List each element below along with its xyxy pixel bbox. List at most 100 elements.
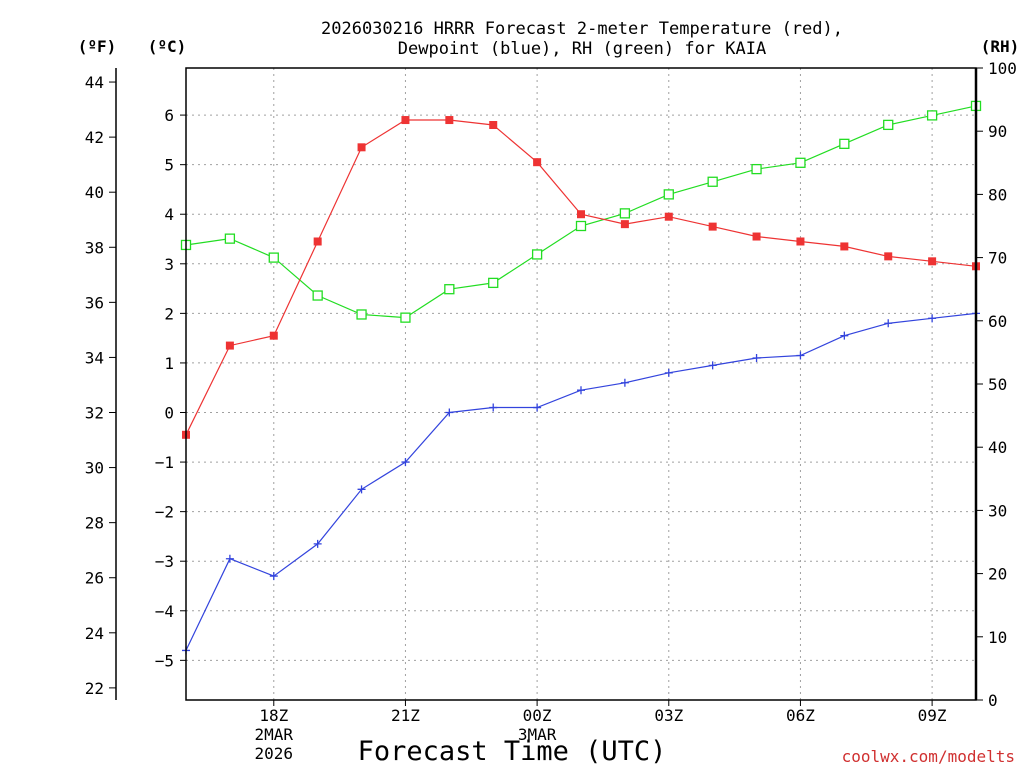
rh-point [224, 233, 236, 244]
temperature-point [313, 237, 322, 246]
dewpoint-point [708, 361, 717, 370]
rh-tick-label: 0 [988, 691, 998, 710]
rh-tick-label: 40 [988, 438, 1007, 457]
rh-tick-label: 50 [988, 375, 1007, 394]
celsius-tick-label: 0 [164, 404, 174, 423]
fahrenheit-axis: 44 42 40 38 36 34 32 30 28 26 24 22 [85, 73, 116, 698]
celsius-axis: 6 5 4 3 2 1 0 −1 −2 −3 −4 −5 [155, 106, 186, 670]
dewpoint-point [664, 368, 673, 377]
x-axis-title: Forecast Time (UTC) [358, 736, 667, 767]
rh-point [663, 189, 674, 200]
time-tick-label: 3MAR [518, 725, 557, 744]
fahrenheit-tick-label: 32 [85, 404, 104, 423]
plot-frame [185, 67, 977, 701]
celsius-tick-label: 4 [164, 205, 174, 224]
temperature-point [445, 116, 454, 125]
rh-point [751, 163, 762, 175]
fahrenheit-tick-label: 44 [85, 73, 104, 92]
rh-point [444, 284, 455, 295]
time-tick-label: 18Z [259, 706, 288, 725]
dewpoint-point [225, 554, 234, 563]
time-tick-label: 2026 [255, 744, 294, 763]
celsius-tick-label: −2 [155, 503, 174, 522]
rh-point [488, 277, 499, 289]
fahrenheit-tick-label: 42 [85, 128, 104, 147]
celsius-tick-label: 1 [164, 354, 174, 373]
fahrenheit-tick-label: 26 [85, 569, 104, 588]
rh-point [356, 309, 367, 320]
dewpoint-point [884, 319, 893, 328]
time-tick-label: 00Z [523, 706, 552, 725]
celsius-tick-label: 5 [164, 156, 174, 175]
celsius-tick-label: 6 [164, 106, 174, 125]
celsius-tick-label: −5 [155, 651, 174, 670]
celsius-tick-label: −3 [155, 552, 174, 571]
fahrenheit-tick-label: 24 [85, 624, 104, 643]
celsius-tick-label: −1 [155, 453, 174, 472]
rh-tick-label: 30 [988, 501, 1007, 520]
rh-tick-label: 90 [988, 122, 1007, 141]
temperature-point [269, 331, 278, 340]
dewpoint-point [489, 403, 498, 412]
dewpoint-point [313, 539, 322, 548]
time-tick-label: 03Z [654, 706, 683, 725]
time-tick-label: 09Z [918, 706, 947, 725]
dewpoint-point [840, 331, 849, 340]
rh-point [926, 110, 938, 121]
temperature-point [752, 232, 761, 241]
fahrenheit-tick-label: 28 [85, 514, 104, 533]
credit-text: coolwx.com/modelts [842, 747, 1015, 766]
dewpoint-point [357, 485, 366, 494]
dewpoint-point [401, 458, 410, 467]
rh-point [268, 252, 279, 263]
temperature-point [620, 220, 629, 229]
rh-point [619, 208, 631, 219]
rh-point [707, 176, 718, 187]
fahrenheit-tick-label: 38 [85, 238, 104, 257]
rh-unit-label: (RH) [981, 37, 1020, 56]
dewpoint-point [928, 314, 937, 323]
temperature-point [708, 222, 717, 231]
temperature-point [664, 212, 673, 221]
dewpoint-point [796, 351, 805, 360]
chart-title-line-2: Dewpoint (blue), RH (green) for KAIA [398, 39, 766, 59]
rh-point [839, 138, 850, 149]
time-tick-label: 21Z [391, 706, 420, 725]
rh-tick-label: 20 [988, 565, 1007, 584]
rh-tick-label: 70 [988, 249, 1007, 268]
rh-tick-label: 80 [988, 185, 1007, 204]
grid-lines [186, 68, 976, 700]
temperature-point [884, 252, 893, 261]
dewpoint-point [533, 403, 542, 412]
fahrenheit-tick-label: 40 [85, 183, 104, 202]
temperature-point [796, 237, 805, 246]
temperature-point [401, 116, 410, 125]
temperature-point [357, 143, 366, 152]
dewpoint-point [445, 408, 454, 417]
rh-tick-label: 100 [988, 59, 1017, 78]
chart-title-line-1: 2026030216 HRRR Forecast 2-meter Tempera… [321, 19, 843, 39]
temperature-point [533, 158, 542, 167]
time-tick-label: 2MAR [255, 725, 294, 744]
dewpoint-point [752, 353, 761, 362]
fahrenheit-tick-label: 36 [85, 293, 104, 312]
celsius-tick-label: −4 [155, 602, 174, 621]
celsius-tick-label: 3 [164, 255, 174, 274]
temperature-point [928, 257, 937, 266]
series-layer [180, 100, 982, 655]
dewpoint-point [577, 386, 585, 395]
temperature-point [489, 121, 498, 130]
time-tick-label: 06Z [786, 706, 815, 725]
dewpoint-point [269, 572, 278, 581]
fahrenheit-tick-label: 34 [85, 348, 104, 367]
rh-point [312, 290, 323, 301]
rh-point [575, 220, 587, 232]
temperature-point [840, 242, 849, 251]
celsius-unit-label: (ºC) [148, 37, 187, 56]
temperature-point [225, 341, 234, 350]
fahrenheit-tick-label: 22 [85, 679, 104, 698]
fahrenheit-unit-label: (ºF) [78, 37, 117, 56]
